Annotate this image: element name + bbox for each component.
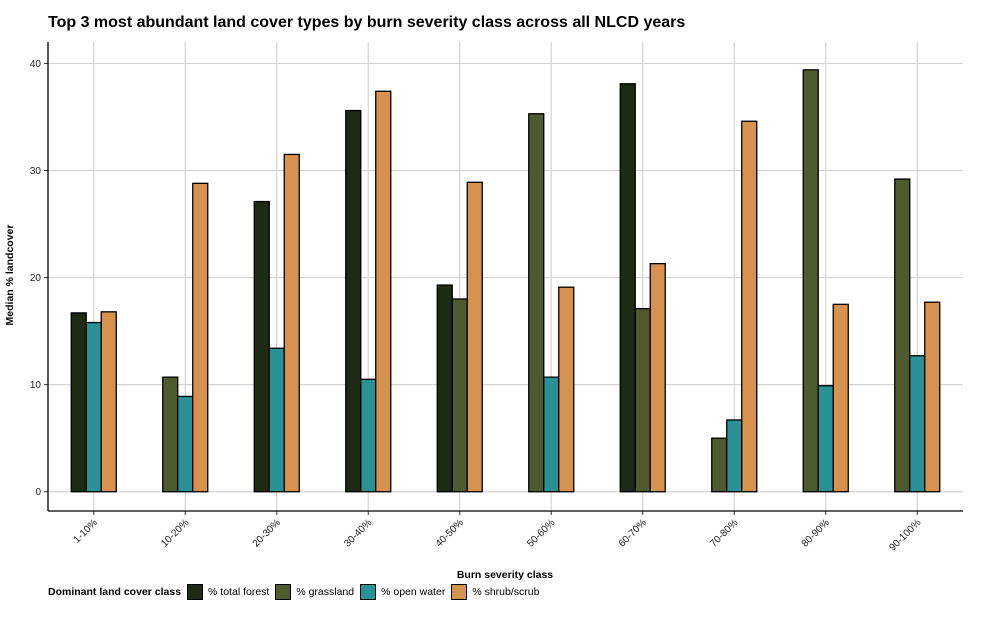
legend-item-forest: % total forest: [187, 584, 269, 600]
bar-shrub-scrub: [100, 311, 117, 493]
chart-title: Top 3 most abundant land cover types by …: [48, 14, 686, 31]
x-tick-label: 30-40%: [342, 517, 374, 549]
legend-label-shrub-scrub: % shrub/scrub: [472, 586, 540, 598]
bar-grassland: [528, 113, 545, 493]
x-axis-label: Burn severity class: [457, 569, 553, 581]
bar-shrub-scrub: [832, 303, 849, 493]
x-tick-label: 50-60%: [525, 517, 557, 549]
bar-shrub-scrub: [924, 301, 941, 493]
legend: Dominant land cover class % total forest…: [48, 582, 545, 602]
legend-swatch-forest: [187, 584, 204, 600]
bar-open-water: [85, 321, 102, 493]
bar-shrub-scrub: [741, 120, 758, 493]
x-tick-label: 40-50%: [434, 517, 466, 549]
x-tick-label: 70-80%: [708, 517, 740, 549]
legend-label-open-water: % open water: [381, 586, 446, 598]
bar-open-water: [909, 355, 926, 493]
legend-swatch-open-water: [360, 584, 377, 600]
x-tick-label: 80-90%: [800, 517, 832, 549]
y-tick-label: 10: [30, 380, 42, 391]
bar-shrub-scrub: [466, 181, 483, 493]
y-tick-label: 0: [35, 487, 41, 498]
bar-shrub-scrub: [649, 263, 666, 493]
bar-grassland: [894, 178, 911, 493]
y-tick-label: 30: [30, 166, 42, 177]
x-tick-label: 1-10%: [72, 517, 100, 545]
bar-shrub-scrub: [558, 286, 575, 493]
legend-title: Dominant land cover class: [48, 586, 182, 598]
bar-open-water: [543, 376, 560, 493]
legend-swatch-shrub-scrub: [451, 584, 468, 600]
bar-open-water: [817, 385, 834, 493]
bar-open-water: [360, 378, 377, 493]
bar-forest: [436, 284, 453, 493]
bar-forest: [253, 200, 270, 493]
legend-swatch-grassland: [275, 584, 292, 600]
bar-open-water: [268, 347, 285, 493]
bar-grassland: [711, 437, 728, 493]
x-tick-label: 20-30%: [251, 517, 283, 549]
bar-shrub-scrub: [283, 153, 300, 493]
legend-item-open-water: % open water: [360, 584, 445, 600]
y-tick-label: 40: [30, 59, 42, 70]
legend-item-shrub-scrub: % shrub/scrub: [451, 584, 539, 600]
legend-label-forest: % total forest: [208, 586, 270, 598]
bar-grassland: [802, 69, 819, 493]
bar-grassland: [162, 376, 179, 493]
bar-open-water: [726, 419, 743, 493]
y-axis-label: Median % landcover: [4, 225, 16, 326]
x-tick-label: 60-70%: [617, 517, 649, 549]
bars: [70, 69, 941, 493]
legend-label-grassland: % grassland: [296, 586, 355, 598]
x-tick-label: 90-100%: [887, 517, 923, 553]
bar-shrub-scrub: [192, 182, 209, 493]
bar-forest: [619, 83, 636, 493]
x-tick-label: 10-20%: [159, 517, 191, 549]
bar-grassland: [634, 307, 651, 493]
bar-grassland: [451, 298, 468, 493]
bar-forest: [70, 312, 87, 493]
legend-item-grassland: % grassland: [275, 584, 354, 600]
bar-forest: [345, 109, 362, 493]
bar-shrub-scrub: [375, 90, 392, 493]
y-tick-label: 20: [30, 273, 42, 284]
bar-open-water: [177, 395, 194, 493]
